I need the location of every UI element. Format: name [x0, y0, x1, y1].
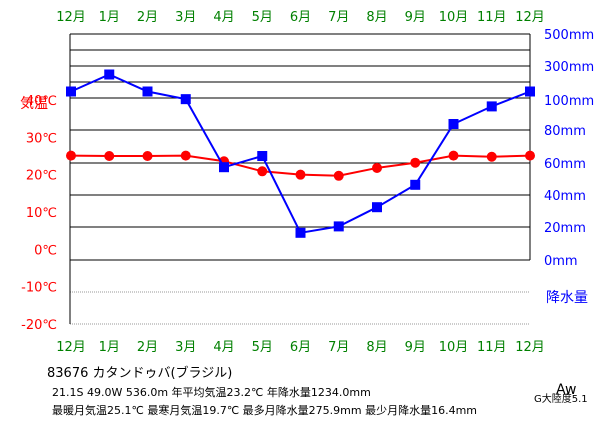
- temperature-point: [104, 151, 115, 161]
- station-name: 83676 カタンドゥバ(ブラジル): [47, 366, 233, 381]
- month-label-top: 4月: [213, 10, 234, 25]
- precipitation-point: [180, 94, 191, 105]
- precip-tick-label: 60mm: [544, 157, 586, 172]
- month-label-top: 8月: [366, 10, 387, 25]
- month-label-top: 6月: [290, 10, 311, 25]
- precipitation-point: [486, 101, 497, 112]
- temp-tick-label: 40℃: [26, 94, 57, 109]
- month-label-top: 3月: [175, 10, 196, 25]
- month-label-top: 10月: [439, 10, 469, 25]
- month-label-bottom: 9月: [405, 340, 426, 355]
- temperature-point: [525, 150, 535, 161]
- temp-tick-label: -20℃: [21, 318, 57, 333]
- precip-tick-label: 0mm: [544, 254, 578, 269]
- precip-tick-label: 80mm: [544, 124, 586, 139]
- month-label-top: 7月: [328, 10, 349, 25]
- precipitation-point: [333, 221, 344, 232]
- precip-tick-label: 40mm: [544, 189, 586, 204]
- precipitation-point: [448, 119, 459, 129]
- station-summary: 21.1S 49.0W 536.0m 年平均気温23.2℃ 年降水量1234.0…: [52, 386, 371, 399]
- temp-tick-label: 0℃: [34, 243, 57, 258]
- precipitation-point: [142, 86, 153, 97]
- month-label-top: 1月: [99, 10, 120, 25]
- temp-tick-label: 20℃: [26, 169, 57, 184]
- climate-class: Aw: [556, 382, 577, 398]
- temperature-point: [372, 162, 382, 173]
- temp-tick-label: 30℃: [26, 131, 57, 146]
- temperature-point: [257, 166, 268, 177]
- month-label-bottom: 1月: [99, 340, 120, 355]
- precip-axis-label: 降水量: [546, 290, 588, 306]
- month-label-top: 12月: [56, 10, 86, 25]
- temperature-point: [410, 157, 421, 168]
- temperature-point: [142, 151, 153, 161]
- precipitation-point: [219, 162, 229, 173]
- month-label-top: 11月: [477, 10, 507, 25]
- temperature-point: [486, 151, 497, 162]
- month-label-top: 12月: [515, 10, 545, 25]
- temperature-point: [333, 170, 344, 181]
- precipitation-point: [104, 69, 115, 80]
- month-label-bottom: 8月: [366, 340, 387, 355]
- precipitation-point: [525, 86, 535, 97]
- temp-tick-label: 10℃: [26, 206, 57, 221]
- temperature-point: [66, 150, 76, 161]
- precipitation-point: [295, 227, 306, 238]
- month-label-bottom: 3月: [175, 340, 196, 355]
- month-label-bottom: 2月: [137, 340, 158, 355]
- precip-tick-label: 100mm: [544, 94, 594, 109]
- temperature-point: [180, 150, 191, 161]
- month-label-top: 5月: [252, 10, 273, 25]
- month-label-bottom: 12月: [56, 340, 86, 355]
- month-label-top: 2月: [137, 10, 158, 25]
- month-label-bottom: 5月: [252, 340, 273, 355]
- month-label-bottom: 10月: [439, 340, 469, 355]
- temperature-point: [448, 150, 459, 161]
- month-label-bottom: 4月: [213, 340, 234, 355]
- precip-tick-label: 500mm: [544, 28, 594, 43]
- month-label-bottom: 6月: [290, 340, 311, 355]
- precip-tick-label: 300mm: [544, 60, 594, 75]
- temperature-point: [295, 169, 306, 180]
- temp-tick-label: -10℃: [21, 281, 57, 296]
- precipitation-point: [66, 86, 76, 97]
- precipitation-point: [410, 179, 421, 190]
- month-label-bottom: 12月: [515, 340, 545, 355]
- continentality: G大陸度5.1: [534, 394, 588, 405]
- month-label-bottom: 11月: [477, 340, 507, 355]
- precipitation-point: [257, 151, 268, 161]
- monthly-extremes: 最暖月気温25.1℃ 最寒月気温19.7℃ 最多月降水量275.9mm 最少月降…: [52, 404, 478, 417]
- precip-tick-label: 20mm: [544, 221, 586, 236]
- month-label-bottom: 7月: [328, 340, 349, 355]
- precipitation-point: [372, 202, 382, 213]
- temp-axis-label: 気温: [20, 96, 48, 112]
- month-label-top: 9月: [405, 10, 426, 25]
